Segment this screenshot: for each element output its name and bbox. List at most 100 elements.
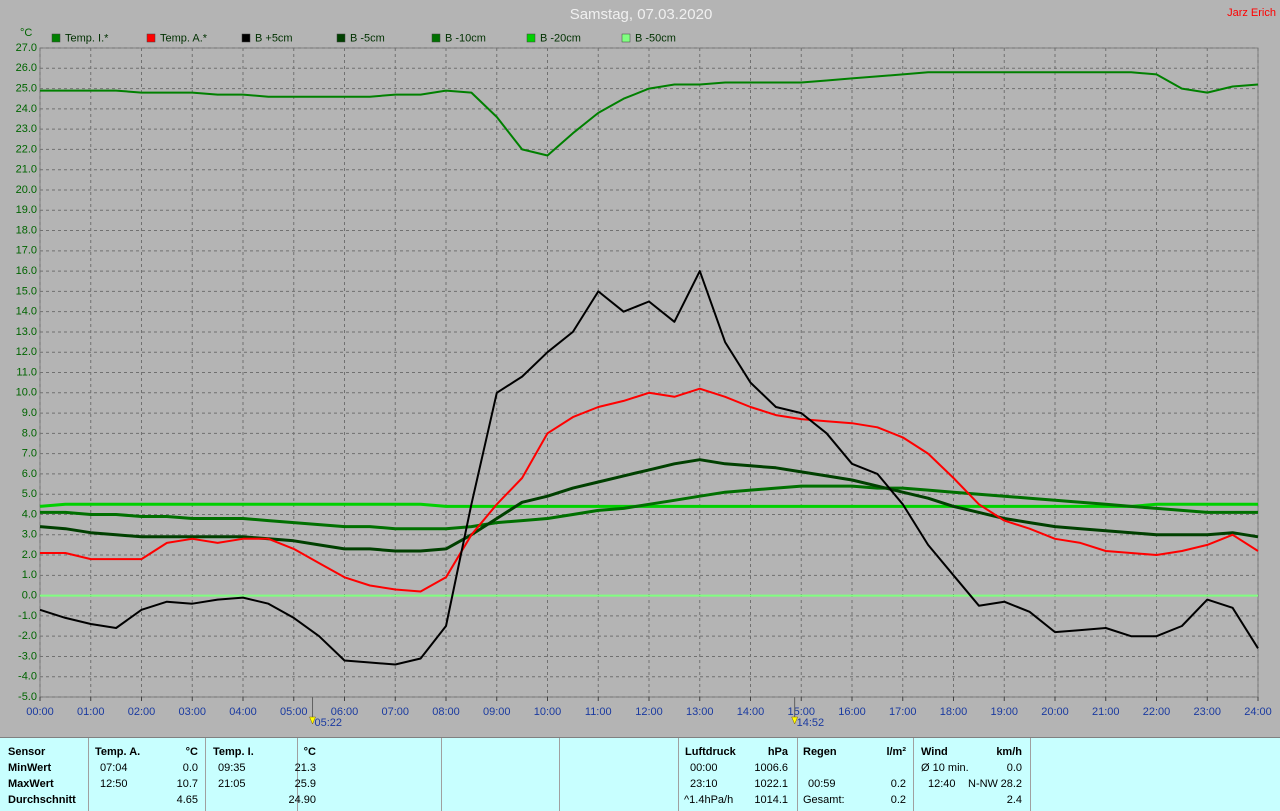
sun-label: 05:22 <box>315 717 343 729</box>
legend-label: Temp. I.* <box>65 32 109 44</box>
x-tick-label: 03:00 <box>178 706 206 718</box>
cell: 4.65 <box>176 794 198 806</box>
cell: 1014.1 <box>754 794 788 806</box>
chart-title: Samstag, 07.03.2020 <box>570 6 713 23</box>
separator <box>913 738 914 811</box>
cell: ^1.4hPa/h <box>684 794 734 806</box>
y-tick-label: 7.0 <box>22 448 37 460</box>
y-tick-label: 1.0 <box>22 569 37 581</box>
y-tick-label: -4.0 <box>18 671 37 683</box>
cell: 0.2 <box>890 778 906 790</box>
y-tick-label: 11.0 <box>16 366 37 378</box>
series-line <box>39 270 1259 666</box>
y-tick-label: 18.0 <box>16 224 37 236</box>
cell: 12:50 <box>100 778 128 790</box>
x-tick-label: 18:00 <box>940 706 968 718</box>
cell: 1006.6 <box>754 762 788 774</box>
x-tick-label: 09:00 <box>483 706 511 718</box>
legend-marker <box>526 33 536 43</box>
separator <box>1030 738 1031 811</box>
legend-marker <box>146 33 156 43</box>
separator <box>441 738 442 811</box>
y-tick-label: -2.0 <box>18 630 37 642</box>
cell: 25.9 <box>294 778 316 790</box>
cell: 10.7 <box>176 778 198 790</box>
cell: 0.0 <box>182 762 198 774</box>
series-line <box>40 387 1259 593</box>
cell: MinWert <box>8 762 52 774</box>
cell: N-NW <box>968 778 998 790</box>
x-tick-label: 05:00 <box>280 706 308 718</box>
cell: 0.0 <box>1006 762 1022 774</box>
y-tick-label: 21.0 <box>16 164 37 176</box>
cell: Sensor <box>8 746 46 758</box>
x-tick-label: 20:00 <box>1041 706 1069 718</box>
cell: 21.3 <box>294 762 316 774</box>
cell: Durchschnitt <box>8 794 76 806</box>
cell: 21:05 <box>218 778 246 790</box>
legend-label: B -50cm <box>635 32 676 44</box>
series-line <box>40 484 1258 531</box>
sun-marker <box>309 716 316 725</box>
y-tick-label: 19.0 <box>16 204 37 216</box>
cell: Luftdruck <box>685 746 736 758</box>
x-tick-label: 17:00 <box>889 706 917 718</box>
y-tick-label: 12.0 <box>16 346 37 358</box>
x-tick-label: 24:00 <box>1244 706 1272 718</box>
y-tick-label: -3.0 <box>18 650 37 662</box>
y-tick-label: 13.0 <box>16 326 37 338</box>
x-tick-label: 23:00 <box>1193 706 1221 718</box>
cell: °C <box>303 746 316 758</box>
y-tick-label: 25.0 <box>16 82 37 94</box>
legend-marker <box>621 33 631 43</box>
x-tick-label: 22:00 <box>1143 706 1171 718</box>
y-tick-label: 8.0 <box>22 427 37 439</box>
separator <box>678 738 679 811</box>
cell: km/h <box>996 746 1022 758</box>
x-tick-label: 21:00 <box>1092 706 1120 718</box>
cell: 23:10 <box>690 778 718 790</box>
x-tick-label: 10:00 <box>534 706 562 718</box>
separator <box>559 738 560 811</box>
cell: 00:00 <box>690 762 718 774</box>
x-tick-label: 13:00 <box>686 706 714 718</box>
cell: hPa <box>767 746 788 758</box>
y-tick-label: 14.0 <box>16 306 37 318</box>
x-tick-label: 11:00 <box>585 706 612 718</box>
cell: Temp. A. <box>95 746 141 758</box>
y-tick-label: 24.0 <box>16 103 37 115</box>
y-tick-label: 16.0 <box>16 265 37 277</box>
cell: 12:40 <box>928 778 956 790</box>
cell: MaxWert <box>8 778 54 790</box>
x-tick-label: 19:00 <box>990 706 1018 718</box>
cell: °C <box>185 746 198 758</box>
cell: Gesamt: <box>803 794 845 806</box>
legend-marker <box>241 33 251 43</box>
cell: l/m² <box>886 746 906 758</box>
cell: 0.2 <box>890 794 906 806</box>
y-tick-label: 22.0 <box>16 143 37 155</box>
y-tick-label: 23.0 <box>16 123 37 135</box>
separator <box>797 738 798 811</box>
series-line <box>39 458 1259 553</box>
legend-marker <box>51 33 61 43</box>
x-tick-label: 12:00 <box>635 706 663 718</box>
x-tick-label: 14:00 <box>737 706 765 718</box>
cell: Temp. I. <box>213 746 254 758</box>
cell: 24.90 <box>288 794 316 806</box>
legend-label: B -10cm <box>445 32 486 44</box>
cell: 09:35 <box>218 762 246 774</box>
x-tick-label: 01:00 <box>77 706 105 718</box>
y-tick-label: 15.0 <box>16 285 37 297</box>
y-tick-label: 20.0 <box>16 184 37 196</box>
x-tick-label: 02:00 <box>128 706 156 718</box>
cell: 00:59 <box>808 778 836 790</box>
cell: 28.2 <box>1000 778 1022 790</box>
y-tick-label: 5.0 <box>22 488 37 500</box>
x-tick-label: 00:00 <box>26 706 54 718</box>
series-line <box>39 502 1258 508</box>
y-tick-label: 6.0 <box>22 468 37 480</box>
cell: 1022.1 <box>754 778 788 790</box>
stats-table: Sensor MinWert MaxWert Durchschnitt Temp… <box>0 737 1280 811</box>
